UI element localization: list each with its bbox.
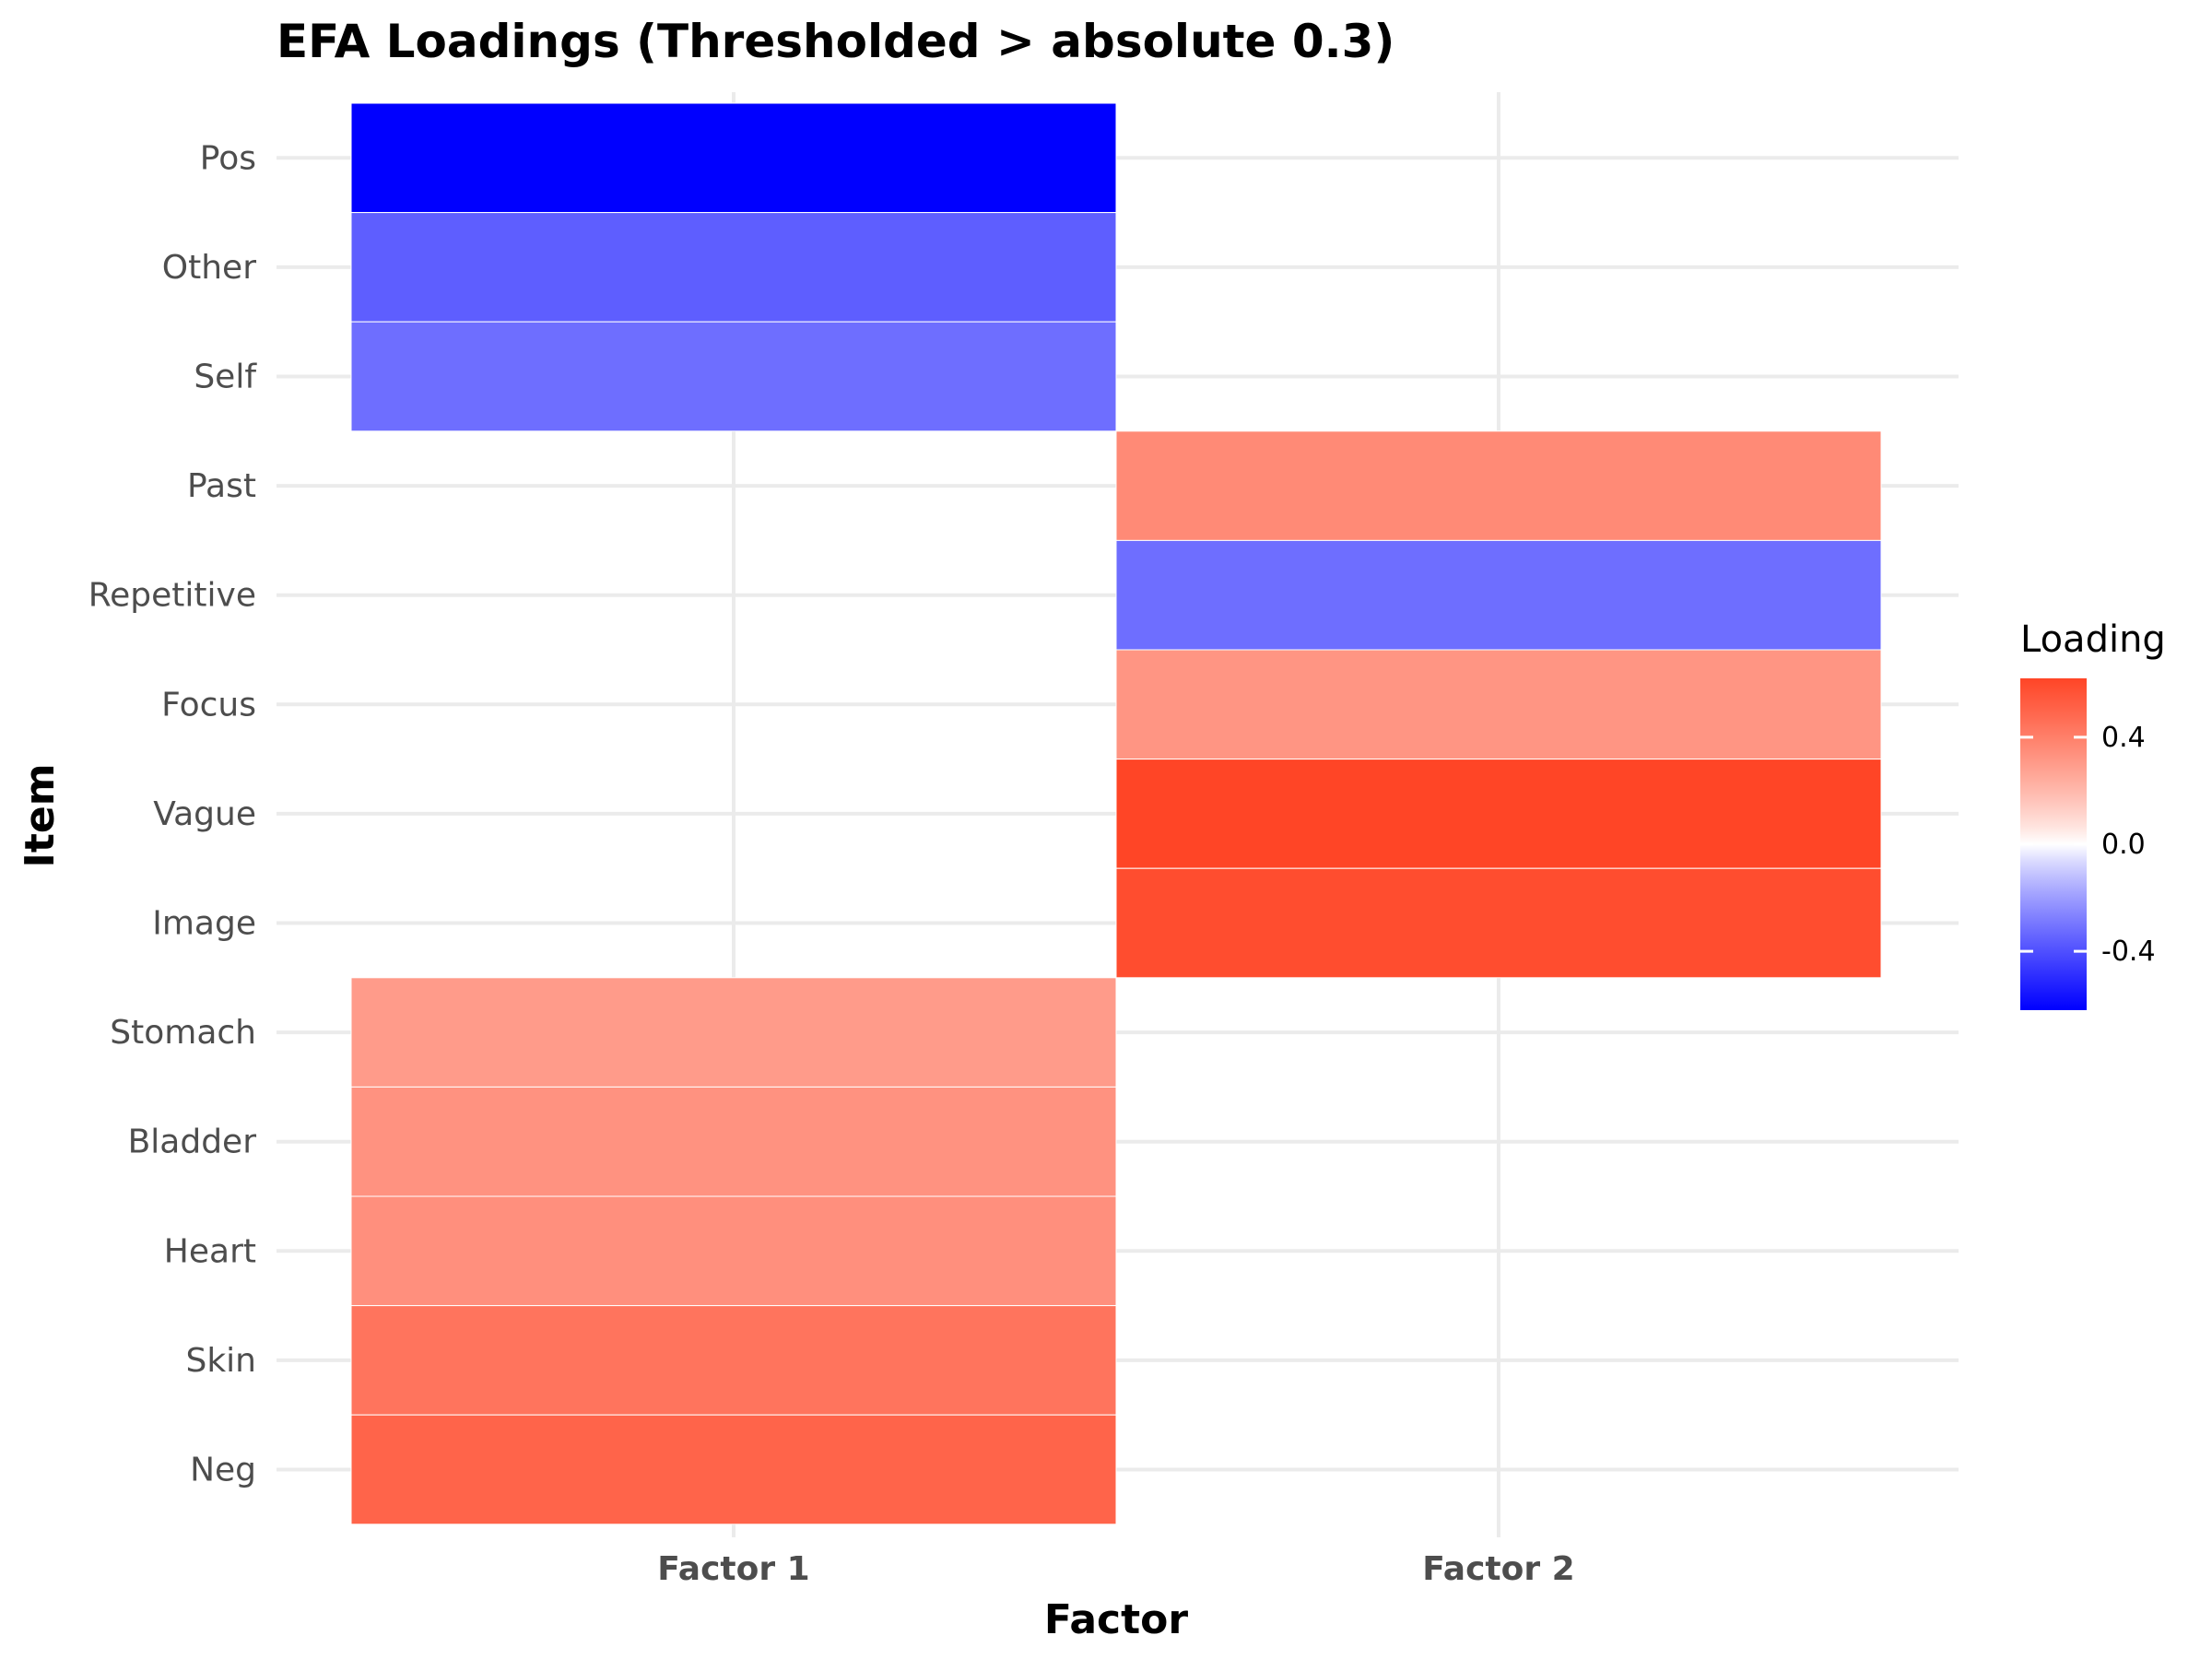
y-tick-label: Self xyxy=(194,359,257,396)
y-tick-label: Past xyxy=(187,467,256,505)
chart-title: EFA Loadings (Thresholded > absolute 0.3… xyxy=(276,15,1394,68)
heatmap-tile-past xyxy=(1115,430,1882,541)
heatmap-tile-image xyxy=(1115,867,1882,979)
heatmap-tile-bladder xyxy=(350,1086,1117,1197)
legend-title: Loading xyxy=(2020,618,2166,661)
heatmap-tile-repetitive xyxy=(1115,539,1882,651)
heatmap-tile-other xyxy=(350,212,1117,323)
heatmap-tile-pos xyxy=(350,102,1117,214)
heatmap-tiles xyxy=(350,102,1882,1525)
heatmap-tile-neg xyxy=(350,1414,1117,1525)
heatmap-tile-self xyxy=(350,321,1117,432)
y-tick-label: Stomach xyxy=(110,1014,256,1052)
y-axis-title: Item xyxy=(17,763,64,867)
y-tick-label: Vague xyxy=(153,795,256,833)
y-tick-labels: Pos Other Self Past Repetitive Focus Vague Imag… xyxy=(88,139,258,1488)
color-legend: Loading 0.4 0.0 -0.4 xyxy=(2020,618,2166,1010)
heatmap-tile-vague xyxy=(1115,759,1882,869)
x-axis-title: Factor xyxy=(1044,1596,1189,1643)
heatmap-tile-focus xyxy=(1115,649,1882,760)
y-tick-label: Other xyxy=(162,249,256,287)
heatmap-tile-stomach xyxy=(350,977,1117,1088)
y-tick-label: Focus xyxy=(161,686,256,724)
x-tick-labels: Factor 1 Factor 2 xyxy=(657,1550,1574,1588)
legend-label: 0.4 xyxy=(2101,722,2146,754)
y-tick-label: Skin xyxy=(185,1342,256,1380)
y-tick-label: Heart xyxy=(164,1232,256,1270)
y-tick-label: Repetitive xyxy=(88,577,256,615)
legend-label: 0.0 xyxy=(2101,829,2146,861)
y-tick-label: Bladder xyxy=(128,1124,257,1161)
heatmap-tile-skin xyxy=(350,1305,1117,1416)
x-tick-label: Factor 1 xyxy=(657,1550,809,1588)
x-tick-label: Factor 2 xyxy=(1422,1550,1574,1588)
heatmap-tile-heart xyxy=(350,1195,1117,1307)
legend-ticks: 0.4 0.0 -0.4 xyxy=(2020,722,2156,968)
y-tick-label: Neg xyxy=(190,1452,256,1489)
y-tick-label: Pos xyxy=(200,139,256,177)
legend-label: -0.4 xyxy=(2101,935,2156,968)
y-tick-label: Image xyxy=(152,905,256,943)
